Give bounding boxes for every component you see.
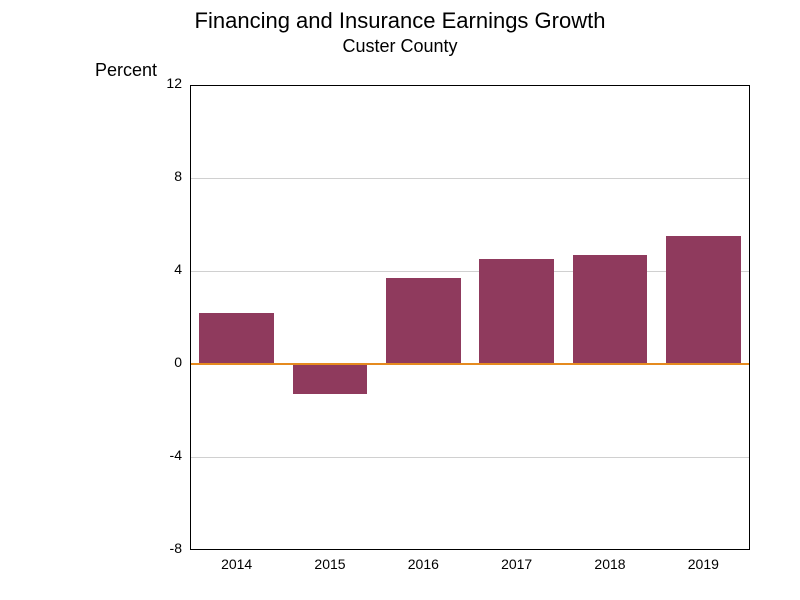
x-tick-label: 2015 bbox=[305, 556, 355, 572]
bar bbox=[293, 364, 368, 394]
y-tick-label: -8 bbox=[170, 540, 182, 556]
gridline bbox=[190, 178, 750, 179]
x-tick-label: 2016 bbox=[398, 556, 448, 572]
bar bbox=[573, 255, 648, 364]
y-tick-label: 8 bbox=[174, 168, 182, 184]
y-tick-label: 4 bbox=[174, 261, 182, 277]
x-tick-label: 2017 bbox=[492, 556, 542, 572]
bar bbox=[666, 236, 741, 364]
x-tick-label: 2018 bbox=[585, 556, 635, 572]
chart-title: Financing and Insurance Earnings Growth bbox=[0, 8, 800, 34]
gridline bbox=[190, 457, 750, 458]
x-tick-label: 2014 bbox=[212, 556, 262, 572]
y-tick-label: 0 bbox=[174, 354, 182, 370]
y-tick-label: -4 bbox=[170, 447, 182, 463]
zero-line bbox=[190, 363, 750, 365]
chart-subtitle: Custer County bbox=[0, 36, 800, 57]
bar bbox=[386, 278, 461, 364]
y-axis-title: Percent bbox=[95, 60, 157, 81]
chart-container: Financing and Insurance Earnings Growth … bbox=[0, 0, 800, 600]
bar bbox=[479, 259, 554, 364]
y-tick-label: 12 bbox=[166, 75, 182, 91]
x-tick-label: 2019 bbox=[678, 556, 728, 572]
bar bbox=[199, 313, 274, 364]
